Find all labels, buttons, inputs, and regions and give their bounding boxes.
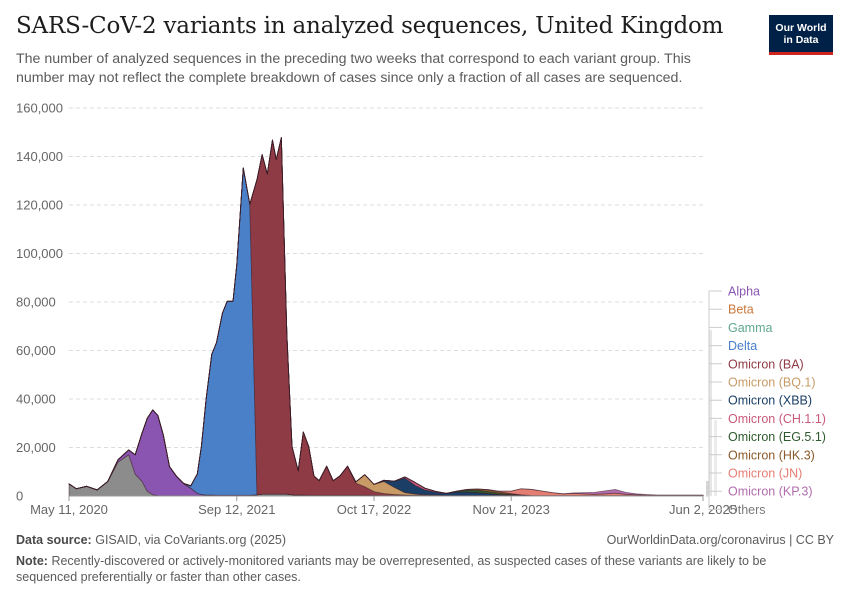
- legend-leader-line: [706, 490, 722, 496]
- legend-label: Others: [728, 503, 766, 517]
- legend-label: Omicron (HK.3): [728, 448, 815, 462]
- x-axis: May 11, 2020 Sep 12, 2021 Oct 17, 2022 Nov …: [30, 495, 737, 517]
- note-label: Note:: [16, 554, 48, 568]
- footnote: Note: Recently-discovered or actively-mo…: [16, 553, 826, 585]
- y-tick-label: 120,000: [16, 198, 63, 213]
- logo-line-2: in Data: [783, 33, 819, 46]
- legend: Alpha Beta Gamma Delta Omicron (BA) Omicron (…: [706, 285, 826, 517]
- legend-label: Gamma: [728, 321, 773, 335]
- y-tick-label: 40,000: [16, 392, 56, 407]
- y-axis-ticks: 0 20,000 40,000 60,000 80,000 100,000 120,000 1…: [16, 101, 63, 504]
- legend-label: Delta: [728, 339, 757, 353]
- note-text: Recently-discovered or actively-monitore…: [16, 554, 767, 584]
- legend-label: Omicron (BQ.1): [728, 376, 816, 390]
- y-tick-label: 0: [16, 489, 23, 504]
- grid-lines: [69, 107, 703, 448]
- y-tick-label: 140,000: [16, 149, 63, 164]
- legend-label: Omicron (XBB): [728, 394, 812, 408]
- legend-label: Beta: [728, 303, 754, 317]
- x-tick-label: Sep 12, 2021: [198, 502, 275, 517]
- y-tick-label: 80,000: [16, 295, 56, 310]
- legend-label: Omicron (BA): [728, 357, 804, 371]
- legend-preview-bar: [709, 330, 712, 496]
- x-tick-label: Oct 17, 2022: [337, 502, 411, 517]
- area-omicron-kp-3: [68, 137, 704, 496]
- logo-line-1: Our World: [775, 21, 827, 34]
- chart-title: SARS-CoV-2 variants in analyzed sequence…: [16, 13, 724, 39]
- x-tick-label: Nov 21, 2023: [473, 502, 550, 517]
- legend-label: Omicron (JN): [728, 467, 802, 481]
- credit-link[interactable]: OurWorldinData.org/coronavirus | CC BY: [606, 533, 834, 547]
- y-tick-label: 60,000: [16, 343, 56, 358]
- y-tick-label: 100,000: [16, 246, 63, 261]
- y-tick-label: 20,000: [16, 440, 56, 455]
- y-tick-label: 160,000: [16, 101, 63, 116]
- legend-label: Omicron (KP.3): [728, 485, 813, 499]
- owid-logo[interactable]: Our World in Data: [769, 15, 833, 55]
- data-source: Data source: GISAID, via CoVariants.org …: [16, 533, 286, 547]
- legend-label: Omicron (CH.1.1): [728, 412, 826, 426]
- x-tick-label: May 11, 2020: [30, 502, 108, 517]
- stacked-area-chart: 0 20,000 40,000 60,000 80,000 100,000 120,000 1…: [16, 101, 826, 518]
- source-text[interactable]: GISAID, via CoVariants.org (2025): [95, 533, 287, 547]
- legend-leader-line: [706, 472, 722, 495]
- x-tick-label: Jun 2, 2025: [669, 502, 737, 517]
- legend-label: Omicron (EG.5.1): [728, 430, 826, 444]
- legend-label: Alpha: [728, 285, 760, 299]
- legend-leader-line: [706, 495, 722, 510]
- series-areas: [68, 137, 704, 497]
- legend-preview-bar: [714, 420, 717, 496]
- source-label: Data source:: [16, 533, 92, 547]
- chart-subtitle: The number of analyzed sequences in the …: [16, 51, 691, 86]
